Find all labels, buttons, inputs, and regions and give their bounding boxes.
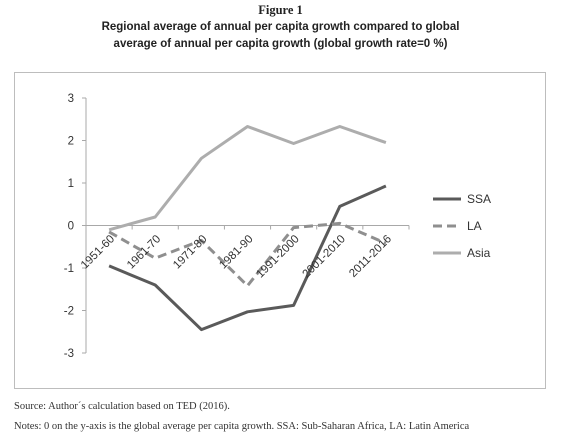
x-tick-label: 1991-2000 <box>254 233 301 280</box>
notes-text: Notes: 0 on the y-axis is the global ave… <box>14 421 470 432</box>
x-tick-label: 1971-80 <box>171 233 209 271</box>
y-tick-label: 3 <box>68 93 74 105</box>
y-tick-label: 0 <box>68 221 74 233</box>
series-line-asia <box>108 125 387 232</box>
x-tick-label: 1981-90 <box>217 233 255 271</box>
legend-label-ssa: SSA <box>467 192 491 206</box>
legend-label-la: LA <box>467 219 482 233</box>
y-tick-label: -3 <box>64 348 74 360</box>
chart-area: -3 -2 -1 0 1 2 3 1951-60 1961-70 1971-80 1981-90 19… <box>14 72 546 389</box>
figure-title-line-1: Regional average of annual per capita gr… <box>101 21 460 33</box>
figure-label: Figure 1 <box>258 3 303 17</box>
series-line-la <box>108 221 387 288</box>
y-tick-label: 1 <box>68 178 74 190</box>
y-tick-label: 2 <box>68 136 74 148</box>
series-line-ssa <box>108 184 387 332</box>
x-tick-label: 2011-2016 <box>347 233 394 280</box>
y-tick-label: -1 <box>64 263 74 275</box>
x-tick-label: 1961-70 <box>125 233 163 271</box>
source-note: Source: Author´s calculation based on TE… <box>14 401 230 412</box>
legend-label-asia: Asia <box>467 246 491 260</box>
figure-title: Regional average of annual per capita gr… <box>0 19 561 53</box>
y-tick-label: -2 <box>64 306 74 318</box>
figure-title-line-2: average of annual per capita growth (glo… <box>113 38 448 50</box>
